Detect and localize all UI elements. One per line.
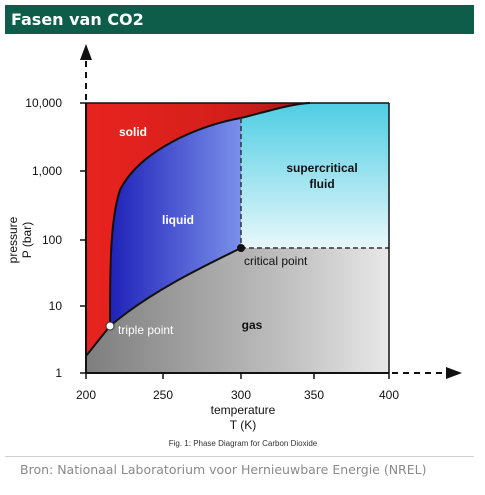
x-axis-unit-label: T (K) xyxy=(230,418,256,432)
y-tick-label: 1 xyxy=(55,366,62,380)
triple-point-label: triple point xyxy=(118,323,174,337)
y-axis-unit-label: P (bar) xyxy=(20,222,34,258)
melting-curve xyxy=(109,102,311,327)
x-tick-label: 300 xyxy=(231,388,251,402)
sublimation-curve xyxy=(85,325,111,357)
x-tick-label: 250 xyxy=(153,388,173,402)
x-ticks xyxy=(85,373,390,379)
x-axis-arrow-icon xyxy=(446,367,462,379)
x-tick-label: 350 xyxy=(304,388,324,402)
critical-point-marker xyxy=(237,244,245,252)
page-title: Fasen van CO2 xyxy=(5,5,474,34)
x-tick-label: 200 xyxy=(76,388,96,402)
solid-label: solid xyxy=(119,125,147,139)
liquid-region xyxy=(110,118,241,326)
supercritical-region xyxy=(241,103,389,248)
fluid-label: fluid xyxy=(309,177,334,191)
solid-region xyxy=(86,103,310,356)
critical-point-label: critical point xyxy=(244,254,308,268)
source-credit: Bron: Nationaal Laboratorium voor Hernie… xyxy=(20,462,427,477)
y-axis-label: pressure xyxy=(6,216,20,263)
y-axis-arrow-icon xyxy=(80,44,92,60)
divider xyxy=(5,456,474,457)
gas-region xyxy=(86,248,389,373)
y-tick-label: 10 xyxy=(49,299,63,313)
y-tick-label: 100 xyxy=(42,233,62,247)
liquid-label: liquid xyxy=(162,213,194,227)
x-axis-label: temperature xyxy=(211,403,276,417)
y-tick-label: 10,000 xyxy=(25,96,62,110)
x-tick-label: 400 xyxy=(379,388,399,402)
triple-point-marker xyxy=(105,321,115,331)
vaporization-curve xyxy=(109,247,242,327)
gas-label: gas xyxy=(242,318,263,332)
figure-caption: Fig. 1: Phase Diagram for Carbon Dioxide xyxy=(169,439,318,448)
y-tick-label: 1,000 xyxy=(32,164,62,178)
y-ticks xyxy=(80,102,86,374)
supercritical-label: supercritical xyxy=(286,161,357,175)
